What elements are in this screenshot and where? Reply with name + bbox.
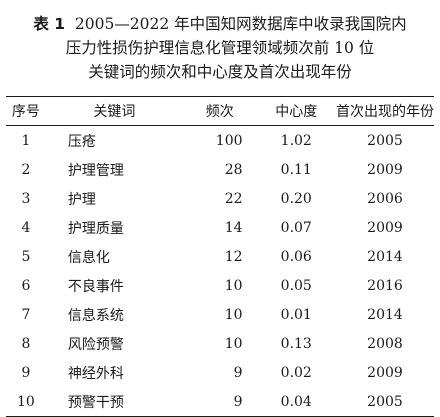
cell-keyword: 风险预警 — [67, 336, 124, 353]
cell-no: 10 — [17, 393, 35, 410]
cell-centrality: 0.04 — [280, 393, 312, 410]
cell-frequency: 100 — [215, 132, 243, 149]
cell-centrality: 0.05 — [280, 277, 312, 294]
cell-centrality: 0.02 — [280, 364, 312, 381]
cell-first-year: 2005 — [367, 132, 403, 149]
table-caption: 表 1 2005—2022 年中国知网数据库中收录我国院内 压力性损伤护理信息化… — [0, 12, 440, 84]
cell-first-year: 2005 — [367, 393, 403, 410]
cell-centrality: 0.07 — [280, 219, 312, 236]
cell-no: 4 — [21, 219, 31, 236]
cell-no: 6 — [21, 277, 31, 294]
table-header: 序号 关键词 频次 中心度 首次出现的年份 — [6, 96, 434, 126]
cell-frequency: 9 — [233, 393, 243, 410]
cell-keyword: 护理管理 — [67, 162, 124, 179]
cell-first-year: 2014 — [367, 248, 403, 265]
cell-no: 2 — [21, 161, 31, 178]
cell-frequency: 10 — [224, 277, 243, 294]
cell-no: 5 — [21, 248, 31, 265]
cell-centrality: 0.20 — [280, 190, 312, 207]
keyword-table: 序号 关键词 频次 中心度 首次出现的年份 1 压疮 100 1.02 2005 2 护理管… — [6, 96, 434, 417]
header-frequency: 频次 — [205, 104, 234, 120]
cell-keyword: 护理质量 — [67, 220, 124, 237]
cell-centrality: 1.02 — [280, 132, 312, 149]
cell-first-year: 2016 — [367, 277, 403, 294]
cell-first-year: 2008 — [367, 335, 403, 352]
cell-keyword: 神经外科 — [67, 365, 124, 382]
table-row: 1 压疮 100 1.02 2005 — [6, 126, 434, 156]
header-centrality: 中心度 — [275, 104, 318, 120]
table-row: 7 信息系统 10 0.01 2014 — [6, 300, 434, 329]
cell-centrality: 0.11 — [280, 161, 312, 178]
table-row: 9 神经外科 9 0.02 2009 — [6, 358, 434, 387]
cell-keyword: 信息化 — [67, 249, 110, 266]
cell-keyword: 预警干预 — [67, 394, 124, 411]
cell-keyword: 压疮 — [67, 133, 96, 150]
cell-first-year: 2006 — [367, 190, 403, 207]
cell-no: 7 — [21, 306, 31, 323]
caption-line-2: 压力性损伤护理信息化管理领域频次前 10 位 — [65, 39, 375, 57]
header-row: 序号 关键词 频次 中心度 首次出现的年份 — [6, 96, 434, 126]
caption-line-1: 表 1 2005—2022 年中国知网数据库中收录我国院内 — [0, 12, 440, 36]
cell-frequency: 22 — [224, 190, 243, 207]
table-row: 4 护理质量 14 0.07 2009 — [6, 213, 434, 242]
table-row: 10 预警干预 9 0.04 2005 — [6, 387, 434, 417]
cell-first-year: 2014 — [367, 306, 403, 323]
cell-centrality: 0.13 — [280, 335, 312, 352]
cell-first-year: 2009 — [367, 161, 403, 178]
cell-no: 8 — [21, 335, 31, 352]
cell-keyword: 信息系统 — [67, 307, 124, 324]
cell-no: 1 — [21, 132, 31, 149]
table-row: 6 不良事件 10 0.05 2016 — [6, 271, 434, 300]
cell-keyword: 护理 — [67, 191, 96, 208]
cell-first-year: 2009 — [367, 364, 403, 381]
table-row: 3 护理 22 0.20 2006 — [6, 184, 434, 213]
cell-centrality: 0.01 — [280, 306, 312, 323]
cell-frequency: 9 — [233, 364, 243, 381]
table-row: 2 护理管理 28 0.11 2009 — [6, 155, 434, 184]
cell-frequency: 10 — [224, 335, 243, 352]
table-body: 1 压疮 100 1.02 2005 2 护理管理 28 0.11 2009 3 护理 22 0.20 20… — [6, 126, 434, 417]
caption-line-3: 关键词的频次和中心度及首次出现年份 — [88, 63, 352, 81]
cell-first-year: 2009 — [367, 219, 403, 236]
cell-no: 3 — [21, 190, 31, 207]
table-row: 5 信息化 12 0.06 2014 — [6, 242, 434, 271]
cell-centrality: 0.06 — [280, 248, 312, 265]
table-row: 8 风险预警 10 0.13 2008 — [6, 329, 434, 358]
cell-frequency: 14 — [224, 219, 243, 236]
cell-frequency: 28 — [224, 161, 243, 178]
cell-frequency: 10 — [224, 306, 243, 323]
cell-keyword: 不良事件 — [67, 278, 124, 295]
header-keyword: 关键词 — [93, 104, 136, 120]
header-first-year: 首次出现的年份 — [336, 104, 434, 120]
cell-frequency: 12 — [224, 248, 243, 265]
table-label: 表 1 — [33, 15, 65, 33]
cell-no: 9 — [21, 364, 31, 381]
caption-title-part-1: 2005—2022 年中国知网数据库中收录我国院内 — [74, 15, 407, 33]
header-no: 序号 — [11, 104, 40, 120]
